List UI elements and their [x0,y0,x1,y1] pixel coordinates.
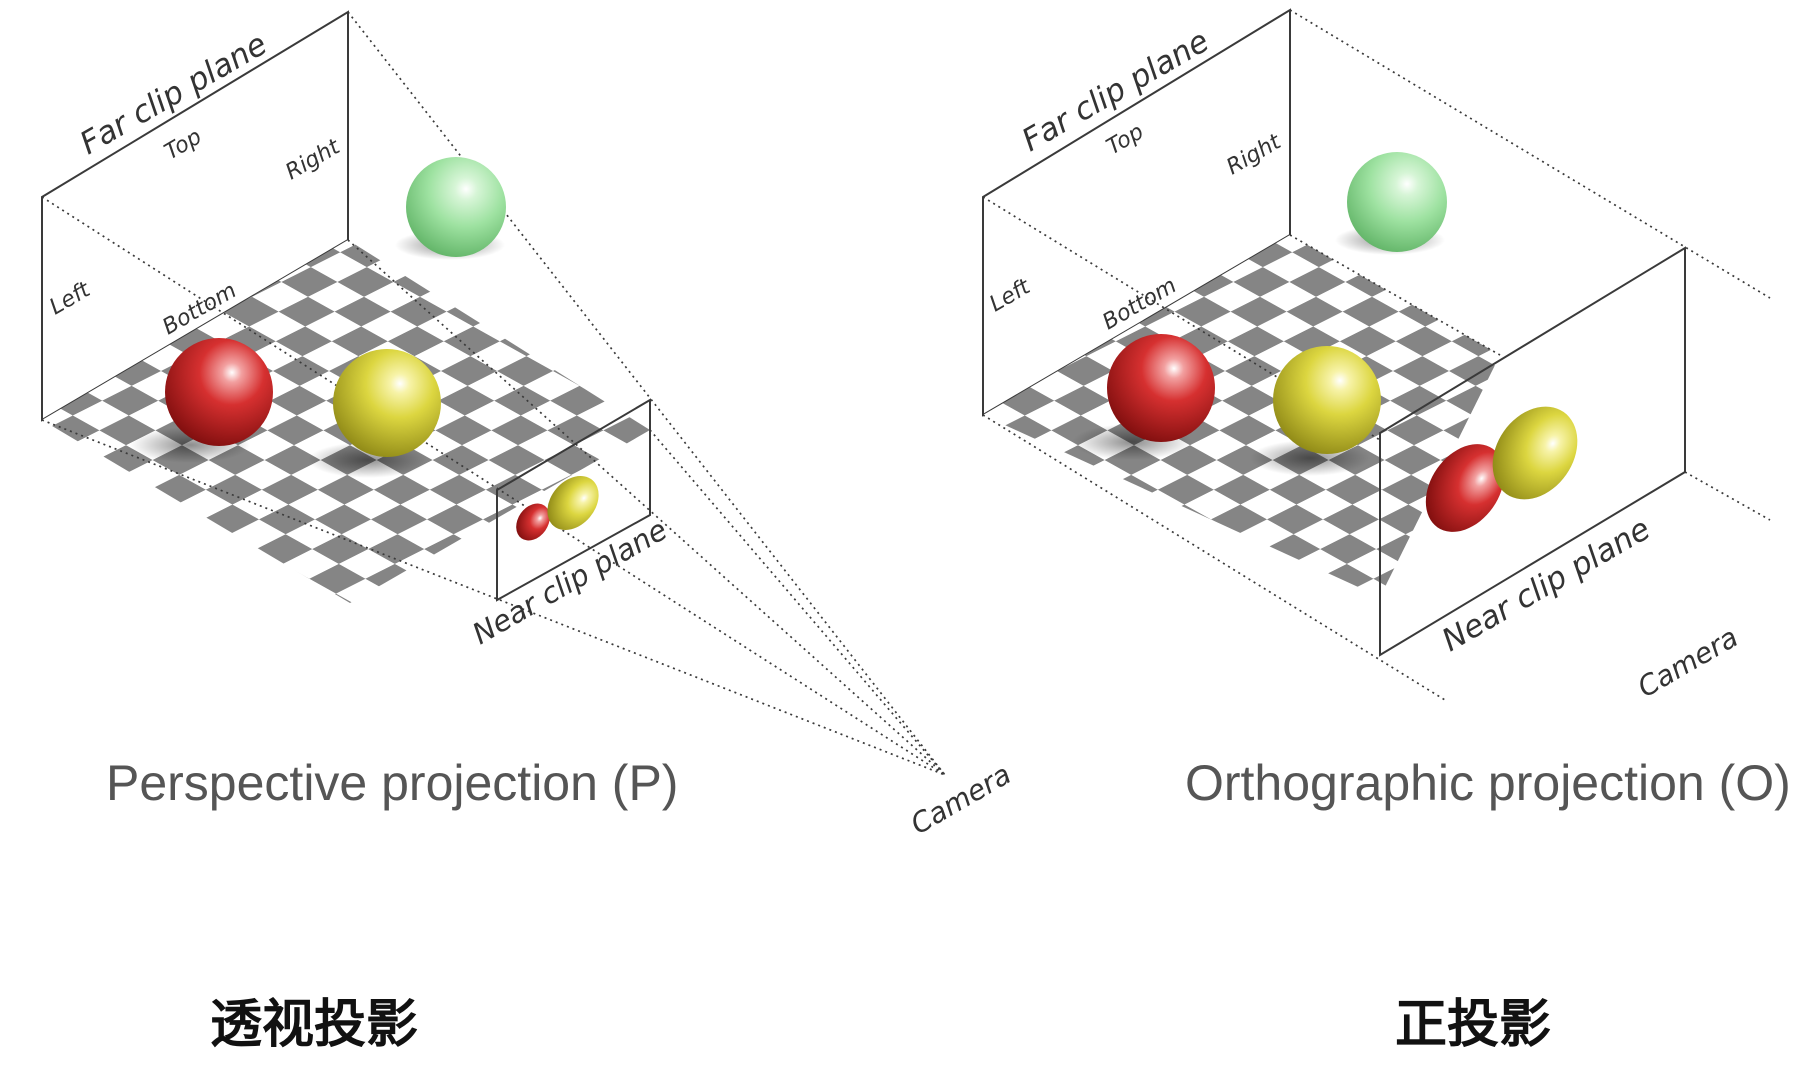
yellow-sphere [333,349,441,457]
orthographic-near-plane [1379,246,1686,657]
orthographic-near-clip-label: Near clip plane [1436,511,1656,659]
orthographic-camera-label: Camera [1632,621,1744,705]
yellow-sphere [1273,346,1381,454]
red-sphere [1107,334,1215,442]
ortho-edge [1684,471,1771,521]
perspective-panel: Far clip plane Top Right Left Bottom Nea… [41,10,1017,1055]
orthographic-right-label: Right [1223,129,1287,180]
perspective-caption: Perspective projection (P) [106,755,678,811]
near-red-blob [1425,444,1505,532]
perspective-right-label: Right [282,134,346,185]
orthographic-top-label: Top [1103,119,1149,160]
green-sphere [1347,152,1447,252]
near-yellow-blob [547,476,599,530]
orthographic-left-label: Left [986,274,1036,317]
perspective-top-label: Top [161,124,207,165]
green-sphere [406,157,506,257]
perspective-near-plane [496,398,651,602]
orthographic-title-cn: 正投影 [1395,995,1551,1055]
ortho-edge [1289,9,1771,299]
orthographic-floor-checkerboard [983,235,1500,597]
frustum-edge [649,429,946,776]
red-sphere [165,338,273,446]
ortho-edge [982,414,1446,701]
orthographic-caption: Orthographic projection (O) [1185,755,1791,811]
orthographic-panel: Far clip plane Top Right Left Bottom Nea… [982,8,1791,1055]
ortho-edge [1289,234,1501,356]
near-red-blob [516,503,550,541]
perspective-left-label: Left [46,277,96,320]
near-yellow-blob [1492,406,1578,500]
perspective-title-cn: 透视投影 [210,995,418,1055]
frustum-edge [347,239,946,776]
perspective-camera-label: Camera [905,758,1017,842]
